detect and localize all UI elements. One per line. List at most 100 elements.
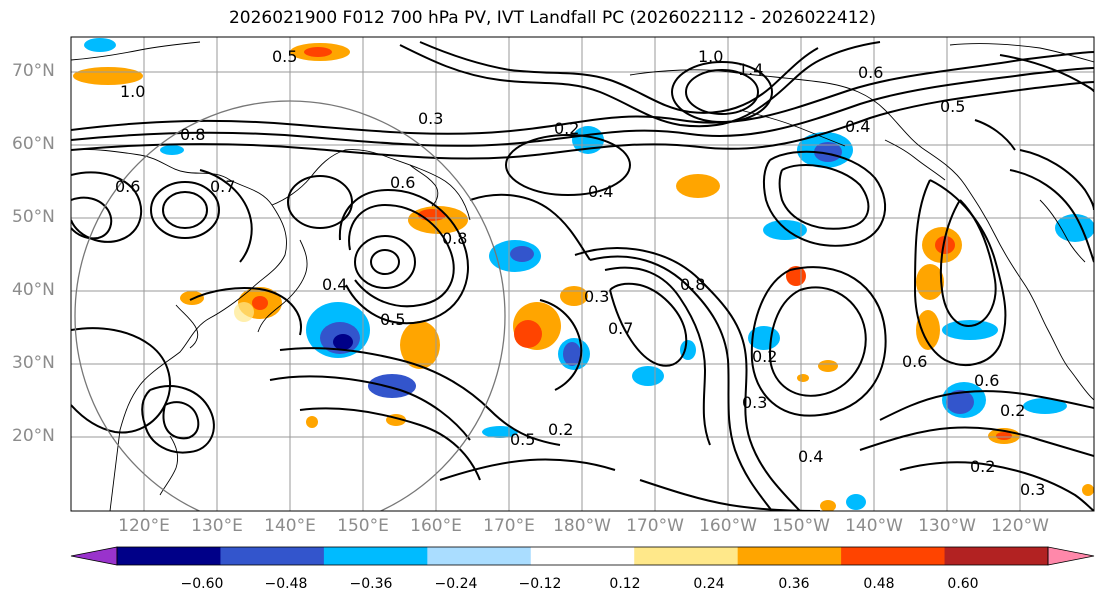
colorbar-tick-label: 0.60 bbox=[947, 576, 979, 592]
map-title: 2026021900 F012 700 hPa PV, IVT Landfall… bbox=[228, 8, 876, 28]
shade-blob bbox=[160, 145, 184, 155]
contour-label: 0.5 bbox=[940, 97, 965, 116]
contour-label: 1.0 bbox=[698, 47, 723, 66]
lon-label: 130°E bbox=[191, 516, 243, 536]
contour-label: 0.2 bbox=[1000, 401, 1025, 420]
lon-label: 180°W bbox=[553, 516, 611, 536]
contour-label: 0.3 bbox=[584, 287, 609, 306]
colorbar-segment bbox=[944, 547, 1049, 565]
shade-blob bbox=[514, 320, 542, 348]
shade-blob bbox=[234, 302, 254, 322]
shade-blob bbox=[942, 320, 998, 340]
colorbar-tick-label: 0.36 bbox=[778, 576, 810, 592]
contour-label: 0.3 bbox=[742, 393, 767, 412]
lon-label: 120°E bbox=[118, 516, 170, 536]
shade-blob bbox=[368, 374, 416, 398]
shade-blob bbox=[304, 47, 332, 57]
colorbar-tick-label: −0.48 bbox=[264, 576, 308, 592]
shade-blob bbox=[935, 236, 955, 254]
contour-label: 0.6 bbox=[858, 63, 883, 82]
contour-label: 0.4 bbox=[322, 275, 347, 294]
pv-contours bbox=[71, 41, 1094, 511]
colorbar-segment bbox=[323, 547, 428, 565]
contour-label: 0.4 bbox=[845, 117, 870, 136]
contour-label: 0.4 bbox=[798, 447, 823, 466]
contour-label: 1.4 bbox=[738, 60, 763, 79]
shade-blob bbox=[916, 310, 940, 350]
contour-label: 0.8 bbox=[442, 229, 467, 248]
shade-blob bbox=[1023, 398, 1067, 414]
shade-blob bbox=[814, 142, 842, 162]
shade-blob bbox=[563, 342, 581, 366]
colorbar bbox=[70, 546, 1095, 566]
contour-label: 0.6 bbox=[390, 173, 415, 192]
lon-label: 140°E bbox=[264, 516, 316, 536]
contour-label: 0.6 bbox=[974, 371, 999, 390]
shade-blob bbox=[252, 296, 268, 310]
lon-label: 140°W bbox=[845, 516, 903, 536]
colorbar-outline bbox=[116, 546, 1049, 566]
contour-label: 0.2 bbox=[752, 347, 777, 366]
contour-label: 0.2 bbox=[554, 119, 579, 138]
contour-label: 0.5 bbox=[272, 47, 297, 66]
shade-blob bbox=[916, 264, 944, 300]
colorbar-extend-left bbox=[70, 546, 118, 566]
lon-label: 170°E bbox=[483, 516, 535, 536]
shade-blob bbox=[763, 220, 807, 240]
colorbar-tick-label: −0.36 bbox=[349, 576, 393, 592]
colorbar-tick-label: −0.24 bbox=[434, 576, 478, 592]
map-frame bbox=[70, 36, 1095, 512]
lon-label: 150°W bbox=[772, 516, 830, 536]
lat-label: 60°N bbox=[12, 134, 55, 154]
contour-label: 0.6 bbox=[115, 177, 140, 196]
shade-blob bbox=[818, 360, 838, 372]
shade-blob bbox=[632, 366, 664, 386]
contour-label: 0.2 bbox=[548, 420, 573, 439]
contour-label: 0.3 bbox=[1020, 480, 1045, 499]
shade-blob bbox=[797, 374, 809, 382]
shade-blob bbox=[306, 416, 318, 428]
colorbar-segment bbox=[737, 547, 842, 565]
contour-label: 0.4 bbox=[588, 182, 613, 201]
shade-blob bbox=[820, 500, 836, 511]
colorbar-tick-label: 0.12 bbox=[609, 576, 641, 592]
lon-label: 170°W bbox=[626, 516, 684, 536]
contour-label: 0.7 bbox=[608, 319, 633, 338]
colorbar-segment bbox=[634, 547, 739, 565]
shade-blob bbox=[1082, 484, 1094, 496]
range-circle bbox=[74, 100, 506, 511]
shade-blob bbox=[84, 38, 116, 52]
lat-label: 40°N bbox=[12, 280, 55, 300]
colorbar-segment bbox=[841, 547, 946, 565]
contour-label: 0.8 bbox=[680, 275, 705, 294]
lat-label: 30°N bbox=[12, 353, 55, 373]
shade-blob bbox=[676, 174, 720, 198]
lon-label: 130°W bbox=[918, 516, 976, 536]
contour-label: 1.0 bbox=[120, 82, 145, 101]
colorbar-segment bbox=[220, 547, 325, 565]
lon-label: 160°E bbox=[410, 516, 462, 536]
lat-label: 20°N bbox=[12, 426, 55, 446]
contour-label: 0.2 bbox=[970, 457, 995, 476]
shade-blob bbox=[996, 432, 1012, 440]
lon-label: 120°W bbox=[991, 516, 1049, 536]
contour-label: 0.8 bbox=[180, 125, 205, 144]
colorbar-tick-label: −0.60 bbox=[180, 576, 224, 592]
colorbar-tick-label: 0.48 bbox=[863, 576, 895, 592]
contour-label: 0.3 bbox=[418, 109, 443, 128]
lat-label: 50°N bbox=[12, 207, 55, 227]
lon-label: 160°W bbox=[699, 516, 757, 536]
shade-blob bbox=[510, 246, 534, 262]
shade-blob bbox=[400, 321, 440, 369]
lon-label: 150°E bbox=[337, 516, 389, 536]
contour-label: 0.5 bbox=[510, 430, 535, 449]
contour-label: 0.5 bbox=[380, 310, 405, 329]
contour-label: 0.7 bbox=[210, 177, 235, 196]
shade-blob bbox=[946, 390, 974, 414]
colorbar-segment bbox=[427, 547, 532, 565]
colorbar-segment bbox=[530, 547, 635, 565]
contour-label-group: 1.0 0.8 0.7 0.6 0.5 0.4 0.3 0.2 0.6 0.5 … bbox=[115, 47, 1045, 499]
colorbar-extend-right bbox=[1047, 546, 1095, 566]
colorbar-tick-label: 0.24 bbox=[693, 576, 725, 592]
